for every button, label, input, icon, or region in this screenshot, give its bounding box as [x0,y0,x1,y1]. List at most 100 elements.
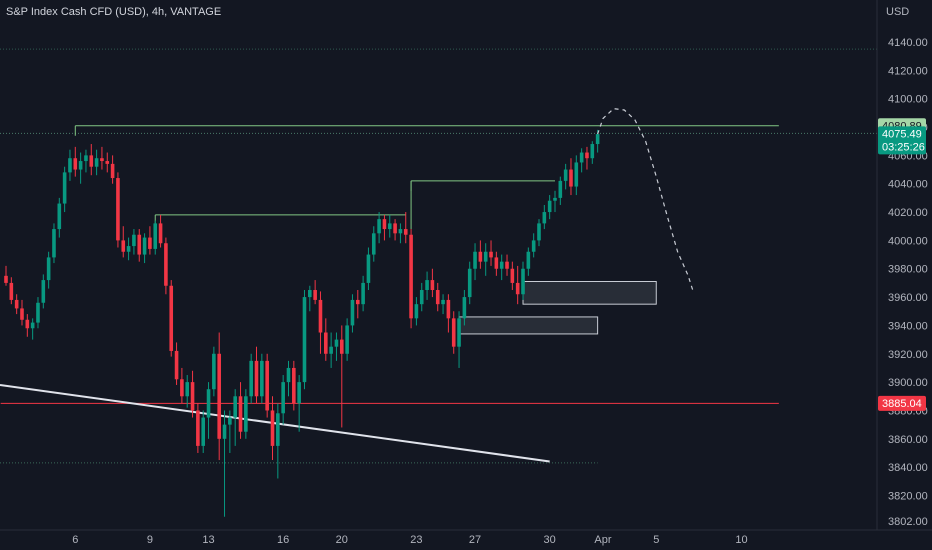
candle-body[interactable] [265,360,269,411]
candle-body[interactable] [201,417,206,446]
candle-body[interactable] [355,299,360,305]
candle-body[interactable] [569,169,573,187]
candle-body[interactable] [190,382,195,411]
candle-body[interactable] [435,290,440,305]
candle-body[interactable] [547,200,552,213]
candle-body[interactable] [286,367,291,383]
candle-body[interactable] [526,251,531,269]
candle-body[interactable] [371,233,376,255]
candle-body[interactable] [308,290,312,298]
candle-body[interactable] [68,158,72,173]
trendline[interactable] [0,383,550,463]
candle-body[interactable] [451,318,456,347]
candle-body[interactable] [515,282,520,295]
candle-body[interactable] [467,268,472,298]
candle-body[interactable] [574,162,579,187]
candle-body[interactable] [430,280,435,291]
candle-body[interactable] [254,360,259,397]
candle-body[interactable] [473,251,477,269]
candle-body[interactable] [313,290,317,300]
candle-body[interactable] [483,251,488,262]
candle-body[interactable] [73,158,78,170]
candle-body[interactable] [324,332,328,354]
candle-body[interactable] [105,161,110,164]
candle-body[interactable] [531,240,536,252]
candle-body[interactable] [595,134,600,145]
candle-body[interactable] [419,290,424,305]
candle-body[interactable] [542,212,547,224]
candle-body[interactable] [441,299,445,305]
candle-body[interactable] [222,424,227,439]
candle-body[interactable] [52,229,56,258]
candle-body[interactable] [4,275,8,283]
projection-path[interactable] [597,107,695,293]
candle-body[interactable] [217,353,221,439]
candle-body[interactable] [377,219,381,234]
candle-body[interactable] [233,396,237,418]
candle-body[interactable] [25,319,30,329]
candle-body[interactable] [537,223,541,241]
candle-body[interactable] [110,163,115,179]
candle-body[interactable] [260,360,264,397]
candle-body[interactable] [169,285,174,351]
candle-body[interactable] [585,152,589,159]
candle-body[interactable] [30,322,35,329]
candle-body[interactable] [46,257,51,281]
candle-body[interactable] [20,308,24,320]
candle-body[interactable] [329,346,333,354]
candle-body[interactable] [457,318,461,347]
candle-body[interactable] [206,389,211,418]
candle-body[interactable] [9,282,14,300]
candle-body[interactable] [446,299,451,319]
candle-body[interactable] [489,251,493,258]
candle-body[interactable] [292,367,296,404]
candle-body[interactable] [270,410,275,446]
candle-body[interactable] [382,219,387,230]
candle-body[interactable] [41,280,46,303]
candle-body[interactable] [142,237,147,255]
candle-body[interactable] [366,254,371,283]
candle-body[interactable] [276,413,280,446]
candle-body[interactable] [62,172,67,204]
candle-body[interactable] [398,229,403,234]
demand-zone-lower[interactable] [458,316,599,335]
candle-body[interactable] [238,396,243,432]
candle-body[interactable] [164,243,168,286]
candle-body[interactable] [302,297,307,383]
candle-body[interactable] [244,396,248,432]
candle-body[interactable] [521,268,525,295]
candle-body[interactable] [318,299,323,333]
candle-body[interactable] [563,169,568,181]
candle-body[interactable] [558,180,563,198]
candle-body[interactable] [57,203,62,230]
candle-body[interactable] [579,152,584,163]
candle-body[interactable] [334,339,339,347]
candle-body[interactable] [297,382,301,404]
candle-body[interactable] [137,234,142,255]
candle-body[interactable] [409,234,413,319]
candle-body[interactable] [414,304,419,319]
candle-body[interactable] [148,237,152,249]
candle-body[interactable] [590,144,595,159]
candle-body[interactable] [89,155,94,167]
candle-body[interactable] [478,251,483,262]
candle-body[interactable] [14,299,19,309]
candle-body[interactable] [180,379,184,397]
candle-body[interactable] [153,223,158,249]
candle-body[interactable] [499,261,504,269]
candle-body[interactable] [387,223,392,230]
candle-body[interactable] [126,246,131,252]
candle-body[interactable] [462,297,467,319]
candle-body[interactable] [494,257,499,269]
candle-body[interactable] [116,178,120,241]
candle-body[interactable] [425,280,429,291]
candle-body[interactable] [78,161,83,170]
candle-body[interactable] [510,268,515,283]
candle-body[interactable] [158,223,163,244]
candle-body[interactable] [36,302,40,323]
candle-body[interactable] [94,158,99,167]
candle-body[interactable] [350,299,355,326]
candle-body[interactable] [553,197,557,201]
candle-body[interactable] [185,382,190,397]
